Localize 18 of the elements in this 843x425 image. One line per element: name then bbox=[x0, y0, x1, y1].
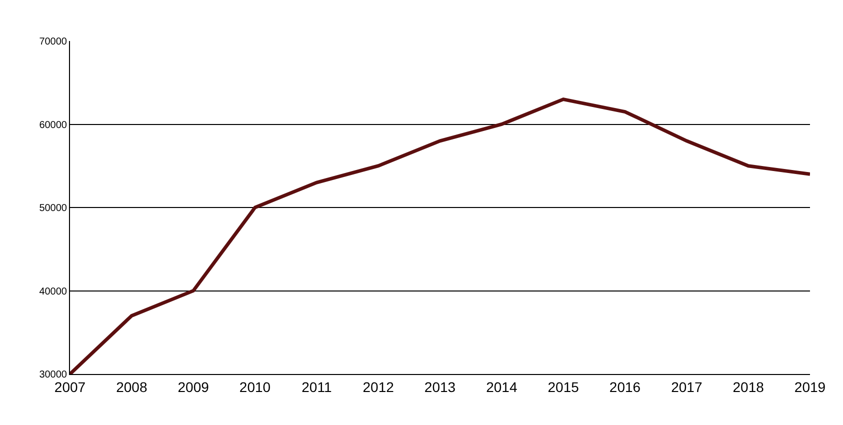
x-tick-label: 2016 bbox=[609, 378, 641, 395]
y-tick-label: 60000 bbox=[39, 120, 68, 131]
x-tick-label: 2010 bbox=[239, 378, 271, 395]
y-tick-label: 40000 bbox=[39, 286, 68, 298]
x-tick-label: 2011 bbox=[302, 378, 332, 395]
x-tick-label: 2008 bbox=[116, 378, 148, 395]
x-tick-label: 2009 bbox=[178, 378, 210, 395]
y-tick-label: 70000 bbox=[39, 36, 68, 48]
x-tick-label: 2017 bbox=[671, 378, 702, 395]
y-tick-label: 30000 bbox=[39, 370, 68, 380]
x-tick-label: 2018 bbox=[732, 378, 764, 395]
x-tick-label: 2012 bbox=[362, 378, 394, 395]
x-tick-label: 2019 bbox=[794, 378, 826, 395]
x-tick-label: 2014 bbox=[486, 378, 518, 395]
x-tick-label: 2015 bbox=[548, 378, 580, 395]
y-tick-label: 50000 bbox=[39, 203, 68, 214]
x-tick-label: 2007 bbox=[54, 378, 86, 395]
x-tick-label: 2013 bbox=[424, 378, 456, 395]
